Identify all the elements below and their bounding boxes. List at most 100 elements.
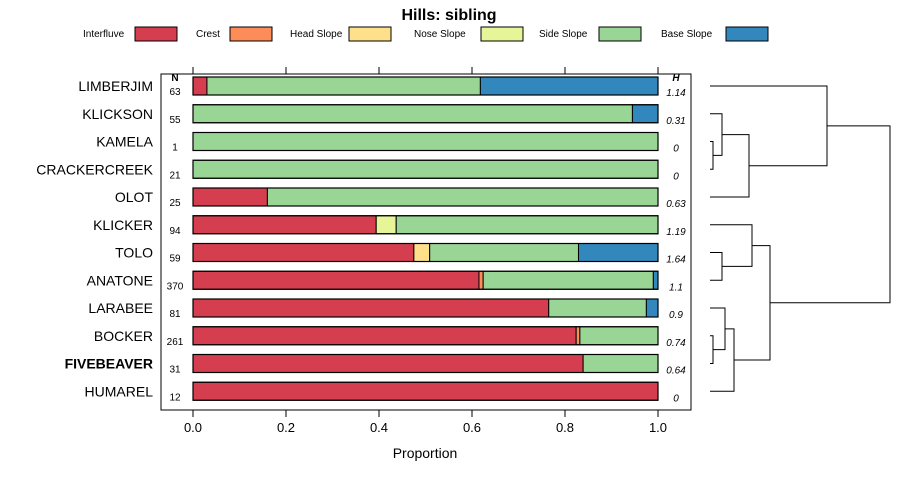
bar-row-kamela xyxy=(192,131,659,152)
bar-segment-olot-side-slope xyxy=(266,187,659,207)
x-axis: 0.0 0.2 0.4 0.6 0.8 1.0 xyxy=(184,410,667,435)
n-label-humarel: 12 xyxy=(169,392,181,403)
bar-row-klicker xyxy=(192,215,659,235)
bar-segment-larabee-side-slope xyxy=(548,298,647,318)
n-label-tolo: 59 xyxy=(169,254,181,265)
n-label-fivebeaver: 31 xyxy=(169,365,181,376)
category-label-olot: OLOT xyxy=(115,189,154,205)
category-label-kamela: KAMELA xyxy=(96,134,153,150)
category-label-klickson: KLICKSON xyxy=(82,106,153,122)
bar-segment-olot-interfluve xyxy=(192,187,268,207)
bar-row-limberjim xyxy=(192,76,659,96)
h-label-klickson: 0.31 xyxy=(666,116,685,127)
h-label-limberjim: 1.14 xyxy=(666,88,686,99)
h-label-humarel: 0 xyxy=(673,393,679,404)
h-label-bocker: 0.74 xyxy=(666,338,686,349)
h-label-tolo: 1.64 xyxy=(666,255,686,266)
x-tick-label-5: 1.0 xyxy=(649,420,667,435)
n-label-klickson: 55 xyxy=(169,115,181,126)
bar-outline-humarel xyxy=(192,381,659,401)
bar-row-bocker xyxy=(192,326,659,346)
n-labels: N 63 55 1 21 25 94 59 370 81 261 31 12 xyxy=(167,73,184,403)
bar-row-humarel xyxy=(192,381,659,401)
legend-swatch-side-slope xyxy=(598,26,642,42)
h-label-anatone: 1.1 xyxy=(669,282,683,293)
bar-row-olot xyxy=(192,187,659,207)
bar-segment-larabee-base-slope xyxy=(645,298,659,318)
bar-outline-klickson xyxy=(192,104,659,124)
category-label-larabee: LARABEE xyxy=(88,300,153,316)
bar-outline-limberjim xyxy=(192,76,659,96)
legend-label-nose-slope: Nose Slope xyxy=(414,29,466,40)
legend: Interfluve Crest Head Slope Nose Slope Side … xyxy=(83,26,769,42)
bar-row-tolo xyxy=(192,242,659,263)
top-axis-ticks xyxy=(192,67,659,74)
bar-segment-fivebeaver-interfluve xyxy=(192,354,584,373)
h-label-klicker: 1.19 xyxy=(666,227,686,238)
n-label-anatone: 370 xyxy=(167,281,184,292)
h-label-kamela: 0 xyxy=(673,144,679,155)
bar-outline-olot xyxy=(192,187,659,207)
bar-segment-fivebeaver-side-slope xyxy=(582,354,659,373)
h-label-fivebeaver: 0.64 xyxy=(666,366,686,377)
bar-segment-bocker-crest xyxy=(575,326,581,346)
category-label-fivebeaver: FIVEBEAVER xyxy=(65,356,153,372)
bar-segment-klicker-interfluve xyxy=(192,215,377,235)
bar-segment-klickson-side-slope xyxy=(192,104,633,124)
bar-outline-crackercreek xyxy=(192,159,659,179)
category-label-anatone: ANATONE xyxy=(87,272,153,288)
category-label-tolo: TOLO xyxy=(115,245,153,261)
category-labels: LIMBERJIM KLICKSON KAMELA CRACKERCREEK OLOT K… xyxy=(36,78,153,399)
bar-row-anatone xyxy=(192,270,659,290)
bar-segment-bocker-side-slope xyxy=(579,326,659,346)
bar-segment-tolo-head-slope xyxy=(413,243,431,262)
bar-outline-anatone xyxy=(192,270,659,290)
n-label-kamela: 1 xyxy=(172,143,178,154)
dendrogram xyxy=(710,85,891,392)
category-label-humarel: HUMAREL xyxy=(85,383,154,399)
category-label-bocker: BOCKER xyxy=(94,328,153,344)
legend-swatch-crest xyxy=(229,26,273,42)
bar-segment-crackercreek-side-slope xyxy=(192,159,659,179)
category-label-limberjim: LIMBERJIM xyxy=(78,78,153,94)
bar-segment-anatone-interfluve xyxy=(192,270,480,290)
legend-swatch-interfluve xyxy=(134,26,178,42)
bar-segment-anatone-crest xyxy=(478,270,484,290)
n-label-larabee: 81 xyxy=(169,309,181,320)
plot-frame xyxy=(160,73,692,411)
bar-segment-klicker-nose-slope xyxy=(375,215,397,235)
bar-segment-limberjim-base-slope xyxy=(479,76,659,96)
legend-label-side-slope: Side Slope xyxy=(539,29,588,40)
chart-title: Hills: sibling xyxy=(401,7,496,24)
h-labels: H 1.14 0.31 0 0 0.63 1.19 1.64 1.1 0.9 0.74 0.64 0 xyxy=(666,73,686,404)
x-tick-label-3: 0.6 xyxy=(463,420,481,435)
h-label-crackercreek: 0 xyxy=(673,171,679,182)
n-label-olot: 25 xyxy=(169,198,181,209)
dendrogram-link-m11 xyxy=(770,125,891,304)
x-tick-label-1: 0.2 xyxy=(277,420,295,435)
category-label-klicker: KLICKER xyxy=(93,217,153,233)
bar-segment-tolo-side-slope xyxy=(429,243,579,262)
bar-segment-klicker-side-slope xyxy=(395,215,659,235)
bar-segment-klickson-base-slope xyxy=(631,104,659,124)
x-tick-label-0: 0.0 xyxy=(184,420,202,435)
legend-swatch-nose-slope xyxy=(480,26,524,42)
bar-segment-tolo-interfluve xyxy=(192,243,415,262)
bar-segment-anatone-base-slope xyxy=(652,270,659,290)
bar-segment-tolo-base-slope xyxy=(577,243,659,262)
bar-segment-kamela-side-slope xyxy=(192,132,659,151)
bar-outline-kamela xyxy=(192,131,659,152)
bar-segment-bocker-interfluve xyxy=(192,326,577,346)
category-label-crackercreek: CRACKERCREEK xyxy=(36,161,153,177)
bar-row-klickson xyxy=(192,104,659,124)
n-header: N xyxy=(171,73,178,84)
bar-segment-larabee-interfluve xyxy=(192,298,550,318)
h-header: H xyxy=(672,73,680,84)
bar-segment-limberjim-interfluve xyxy=(192,76,208,96)
legend-swatch-head-slope xyxy=(348,26,392,42)
bar-segment-anatone-side-slope xyxy=(482,270,654,290)
bars-layer xyxy=(192,76,659,401)
bar-row-fivebeaver xyxy=(192,353,659,374)
n-label-klicker: 94 xyxy=(169,226,181,237)
